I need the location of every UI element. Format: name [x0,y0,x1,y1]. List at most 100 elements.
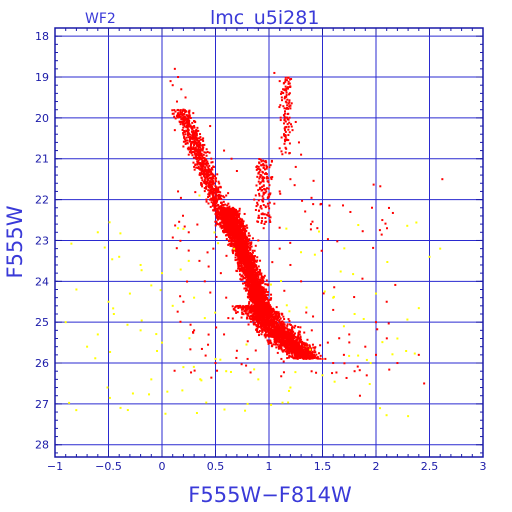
red-star-point [241,228,244,231]
red-star-point [299,326,302,329]
red-star-point [240,259,243,262]
red-star-point [219,185,222,188]
red-star-point [261,329,264,332]
red-star-point [235,229,238,232]
red-star-point [247,255,250,258]
red-star-point [246,248,249,251]
red-star-point [204,163,207,166]
red-star-point [255,312,258,315]
red-star-point [236,238,239,241]
red-star-point [266,291,269,294]
red-star-point [262,286,265,289]
red-star-point [236,233,239,236]
red-star-point [300,351,303,354]
red-star-point [311,357,314,360]
red-star-point [235,248,238,251]
red-star-point [235,214,238,217]
red-star-point [227,231,230,234]
red-star-point [208,186,211,189]
red-star-point [232,243,235,246]
red-star-point [190,152,193,155]
red-star-point [304,342,307,345]
red-star-point [243,277,246,280]
red-star-point [203,190,206,193]
red-star-point [256,289,259,292]
red-star-point [247,240,250,243]
red-star-point [199,154,202,157]
red-star-point [239,267,242,270]
red-star-point [244,248,247,251]
red-star-point [275,343,278,346]
red-star-point [269,340,272,343]
yellow-star-point [193,296,196,299]
red-star-point [255,297,258,300]
red-star-point [219,221,222,224]
red-star-point [288,351,291,354]
red-star-point [223,209,226,212]
red-star-point [184,140,187,143]
red-star-point [293,354,296,357]
red-star-point [246,281,249,284]
red-star-point [231,210,234,213]
red-star-point [309,355,312,358]
red-star-point [194,148,197,151]
red-star-point [308,352,311,355]
red-star-point [200,158,203,161]
red-star-point [237,307,240,310]
red-star-point [247,232,250,235]
red-star-point [216,214,219,217]
red-star-point [211,182,214,185]
red-star-point [293,337,296,340]
red-star-point [236,248,239,251]
red-star-point [298,351,301,354]
red-star-point [237,225,240,228]
red-star-point [253,302,256,305]
red-star-point [203,157,206,160]
red-star-point [260,272,263,275]
red-star-point [209,181,212,184]
red-star-point [175,100,178,103]
red-star-point [250,245,253,248]
red-star-point [303,331,306,334]
red-star-point [183,116,186,119]
red-star-point [275,334,278,337]
red-star-point [314,351,317,354]
red-star-point [244,242,247,245]
red-star-point [203,181,206,184]
red-star-point [205,176,208,179]
red-star-point [193,137,196,140]
red-star-point [235,210,238,213]
red-star-point [248,298,251,301]
red-star-point [276,343,279,346]
red-star-point [218,194,221,197]
red-star-point [375,321,377,324]
red-star-point [189,147,192,150]
red-star-point [244,232,247,235]
red-star-point [233,217,236,220]
red-star-point [259,285,262,288]
red-star-point [271,316,274,319]
red-star-point [200,170,203,173]
red-star-point [263,313,266,316]
red-star-point [240,275,243,278]
red-star-point [174,110,177,113]
red-star-point [250,304,253,307]
red-star-point [252,309,255,312]
red-star-point [191,154,194,157]
red-star-point [225,216,228,219]
red-star-point [417,353,420,356]
red-star-point [287,333,290,336]
red-star-point [235,235,238,238]
red-star-point [250,318,253,321]
red-star-point [249,269,252,272]
red-star-point [243,239,246,242]
red-star-point [196,142,199,145]
red-star-point [257,292,260,295]
red-star-point [196,137,199,140]
red-star-point [319,357,322,360]
red-star-point [213,198,216,201]
yellow-star-point [86,345,89,348]
red-star-point [218,182,221,185]
red-star-point [248,273,251,276]
red-star-point [276,330,279,333]
